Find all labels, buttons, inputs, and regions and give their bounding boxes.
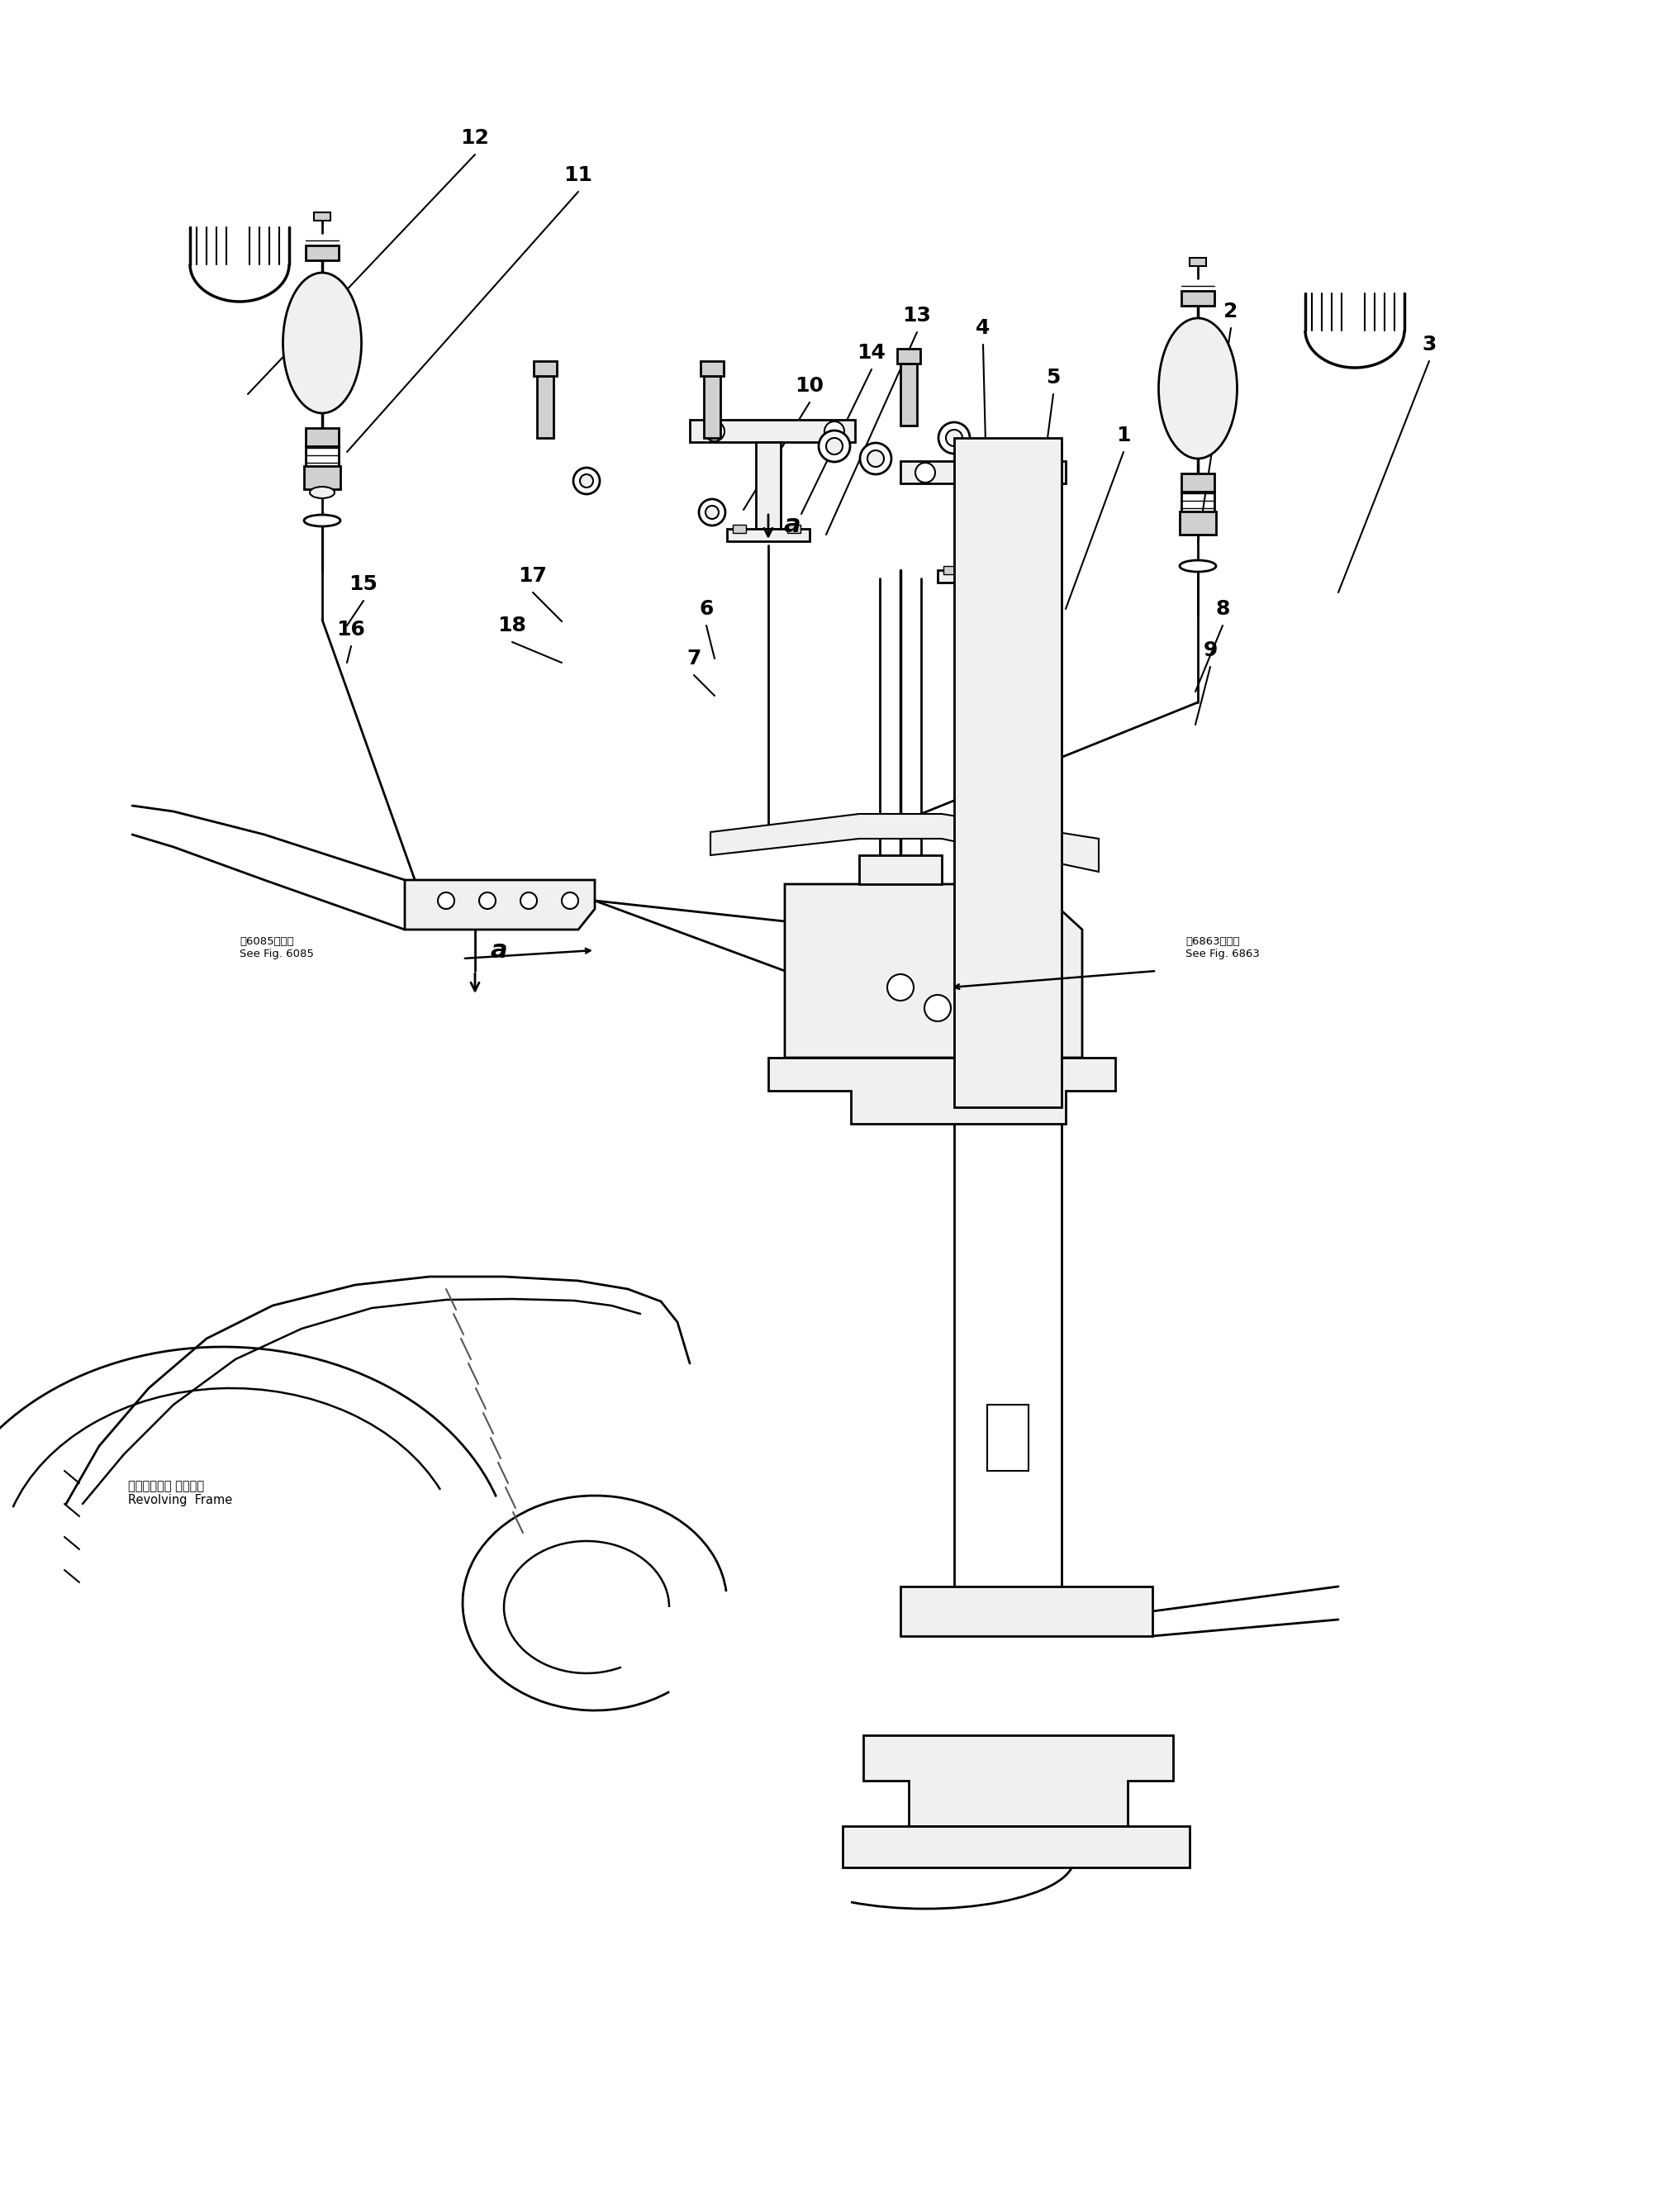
Ellipse shape xyxy=(580,473,594,487)
Ellipse shape xyxy=(1179,560,1216,571)
Bar xyxy=(944,566,956,575)
Text: a: a xyxy=(490,938,506,962)
Text: 12: 12 xyxy=(461,128,490,148)
Text: 15: 15 xyxy=(349,575,377,595)
Bar xyxy=(998,566,1011,575)
Polygon shape xyxy=(404,880,595,929)
Polygon shape xyxy=(756,442,781,529)
Text: 18: 18 xyxy=(498,615,527,635)
Bar xyxy=(314,212,330,221)
Ellipse shape xyxy=(939,422,969,453)
Bar xyxy=(954,438,1062,1108)
Text: 10: 10 xyxy=(795,376,823,396)
Bar xyxy=(1181,290,1214,305)
Circle shape xyxy=(438,891,454,909)
Text: 17: 17 xyxy=(518,566,547,586)
Bar xyxy=(988,1405,1028,1471)
Text: 2: 2 xyxy=(1224,301,1238,321)
Bar xyxy=(305,246,339,261)
Text: 第6085図参照
See Fig. 6085: 第6085図参照 See Fig. 6085 xyxy=(240,936,314,960)
Polygon shape xyxy=(937,571,1020,582)
Text: 11: 11 xyxy=(563,166,592,186)
Bar xyxy=(304,467,340,489)
Text: レボルビング フレーム
Revolving  Frame: レボルビング フレーム Revolving Frame xyxy=(127,1480,233,1506)
Circle shape xyxy=(924,995,951,1022)
Text: 5: 5 xyxy=(1046,367,1060,387)
Text: 3: 3 xyxy=(1422,334,1436,354)
Text: 14: 14 xyxy=(857,343,885,363)
Ellipse shape xyxy=(946,429,963,447)
Ellipse shape xyxy=(867,451,884,467)
Ellipse shape xyxy=(304,515,340,526)
Bar xyxy=(787,524,800,533)
Circle shape xyxy=(887,973,914,1000)
Circle shape xyxy=(562,891,579,909)
Text: 9: 9 xyxy=(1202,641,1218,659)
Polygon shape xyxy=(901,1586,1152,1637)
Polygon shape xyxy=(859,856,942,885)
Ellipse shape xyxy=(827,438,842,453)
Polygon shape xyxy=(864,1734,1174,1827)
Ellipse shape xyxy=(1159,319,1238,458)
Text: 6: 6 xyxy=(699,599,713,619)
Text: 1: 1 xyxy=(1117,425,1130,445)
Ellipse shape xyxy=(699,500,726,526)
Polygon shape xyxy=(726,529,810,542)
Polygon shape xyxy=(966,484,991,571)
Bar xyxy=(897,349,921,363)
Bar xyxy=(704,376,721,438)
Polygon shape xyxy=(785,885,1082,1057)
Text: a: a xyxy=(783,513,800,538)
Bar xyxy=(305,429,339,447)
Text: 4: 4 xyxy=(976,319,989,338)
Circle shape xyxy=(480,891,496,909)
Ellipse shape xyxy=(310,487,335,498)
Bar xyxy=(733,524,746,533)
Polygon shape xyxy=(768,1057,1115,1124)
Polygon shape xyxy=(689,420,855,442)
Ellipse shape xyxy=(283,272,362,414)
Circle shape xyxy=(825,422,844,440)
Polygon shape xyxy=(901,460,1065,484)
Ellipse shape xyxy=(860,442,892,473)
Circle shape xyxy=(520,891,537,909)
Bar xyxy=(533,361,557,376)
Circle shape xyxy=(961,1015,988,1042)
Text: 13: 13 xyxy=(902,305,931,325)
Bar xyxy=(1179,511,1216,535)
Bar xyxy=(537,376,553,438)
Text: 8: 8 xyxy=(1216,599,1229,619)
Circle shape xyxy=(704,422,724,440)
Bar xyxy=(1181,473,1214,491)
Ellipse shape xyxy=(574,467,600,493)
Polygon shape xyxy=(842,1827,1189,1867)
Circle shape xyxy=(1035,462,1055,482)
Polygon shape xyxy=(711,814,1098,872)
Text: 16: 16 xyxy=(337,619,366,639)
Text: 7: 7 xyxy=(688,648,701,668)
Circle shape xyxy=(999,1035,1025,1062)
Circle shape xyxy=(916,462,936,482)
Bar xyxy=(1189,259,1206,265)
Bar xyxy=(901,363,917,425)
Ellipse shape xyxy=(818,431,850,462)
Text: 第6863図参照
See Fig. 6863: 第6863図参照 See Fig. 6863 xyxy=(1186,936,1259,960)
Ellipse shape xyxy=(706,507,719,520)
Bar xyxy=(701,361,724,376)
